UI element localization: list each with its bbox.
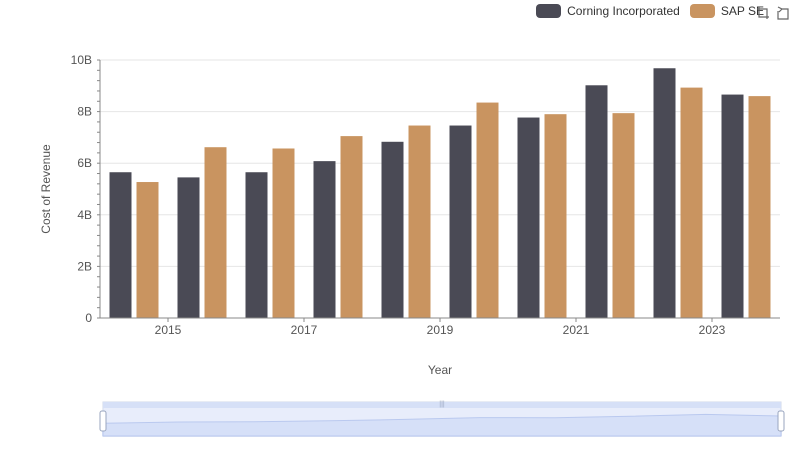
data-zoom-handle-left[interactable]	[99, 410, 107, 432]
data-zoom-handle-right[interactable]	[777, 410, 785, 432]
bar-sap-2022[interactable]	[680, 87, 703, 318]
x-tick-label: 2023	[699, 323, 726, 337]
legend-label-corning: Corning Incorporated	[567, 4, 680, 18]
legend-label-sap: SAP SE	[720, 4, 764, 18]
x-tick-label: 2019	[427, 323, 454, 337]
data-zoom-slider[interactable]: |||	[99, 401, 785, 437]
legend-item-sap[interactable]: SAP SE	[689, 4, 764, 18]
y-tick-label: 8B	[77, 105, 92, 119]
y-tick-label: 2B	[77, 259, 92, 273]
bar-sap-2017[interactable]	[340, 136, 363, 318]
x-tick-label: 2021	[563, 323, 590, 337]
legend: Corning Incorporated SAP SE	[536, 4, 764, 18]
bar-corning-2020[interactable]	[517, 117, 540, 318]
toolbox	[756, 6, 790, 20]
data-zoom-selection[interactable]	[103, 408, 781, 436]
bar-sap-2020[interactable]	[544, 114, 567, 319]
y-axis-label: Cost of Revenue	[39, 144, 53, 234]
zoom-icon[interactable]	[756, 6, 770, 20]
y-tick-label: 0	[85, 311, 92, 325]
bars	[109, 68, 771, 319]
bar-corning-2016[interactable]	[245, 172, 268, 318]
bar-sap-2014[interactable]	[136, 182, 159, 318]
bar-corning-2018[interactable]	[381, 141, 404, 318]
x-tick-label: 2015	[155, 323, 182, 337]
data-zoom-top-bar	[103, 402, 781, 408]
bar-sap-2019[interactable]	[476, 102, 499, 318]
bar-sap-2021[interactable]	[612, 113, 635, 318]
legend-swatch-corning	[536, 4, 562, 18]
bar-corning-2021[interactable]	[585, 85, 608, 318]
y-tick-label: 6B	[77, 156, 92, 170]
grid-lines	[100, 59, 780, 267]
bar-corning-2023[interactable]	[721, 94, 744, 319]
bar-sap-2023[interactable]	[748, 96, 771, 319]
bar-corning-2022[interactable]	[653, 68, 676, 318]
bar-corning-2019[interactable]	[449, 125, 472, 318]
restore-icon[interactable]	[776, 6, 790, 20]
bar-corning-2015[interactable]	[177, 177, 200, 318]
bar-sap-2018[interactable]	[408, 125, 431, 318]
bar-sap-2015[interactable]	[204, 147, 227, 318]
y-tick-label: 4B	[77, 208, 92, 222]
data-zoom-grip[interactable]: |||	[439, 401, 445, 408]
x-tick-label: 2017	[291, 323, 318, 337]
axes: 0 2B 4B 6B 8B 10B 2015 2017 2019 2021 2023	[71, 53, 780, 337]
x-axis-label: Year	[428, 363, 452, 377]
y-tick-label: 10B	[71, 53, 92, 67]
bar-corning-2014[interactable]	[109, 172, 132, 318]
legend-item-corning[interactable]: Corning Incorporated	[536, 4, 680, 18]
legend-swatch-sap	[689, 4, 715, 18]
bar-corning-2017[interactable]	[313, 161, 336, 318]
bar-sap-2016[interactable]	[272, 148, 295, 318]
